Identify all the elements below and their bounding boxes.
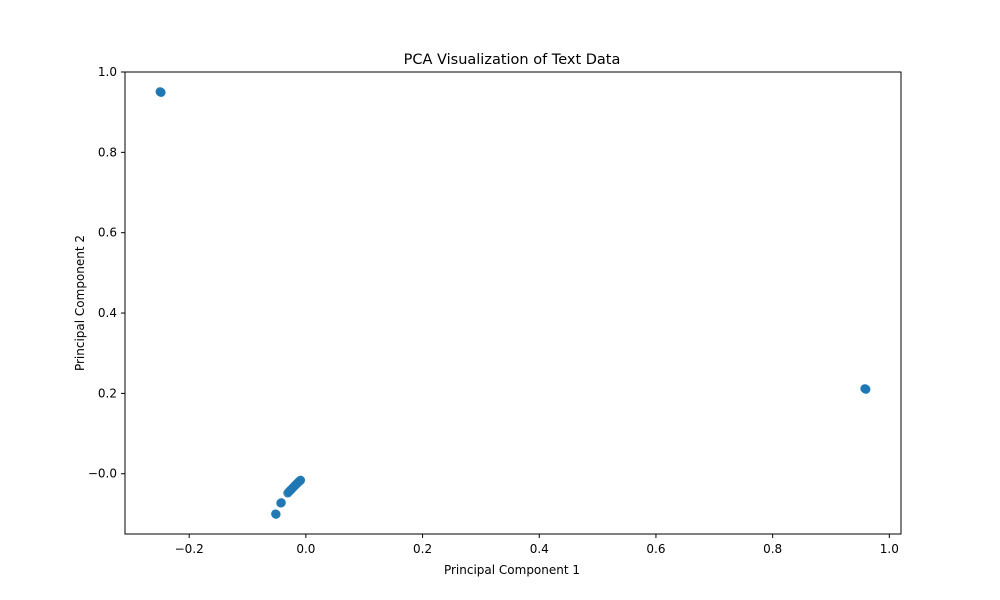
y-tick-label: 1.0 [98,65,117,79]
y-tick-label: 0.6 [98,226,117,240]
x-axis-ticks: −0.2 0.0 0.2 0.4 0.6 0.8 1.0 [175,534,899,556]
data-point [861,384,871,394]
x-tick-label: 0.0 [296,542,315,556]
y-tick-label: −0.0 [88,467,117,481]
y-axis-title: Principal Component 2 [73,235,87,371]
x-tick-label: −0.2 [175,542,204,556]
chart-title: PCA Visualization of Text Data [404,52,621,68]
x-tick-label: 0.6 [646,542,665,556]
plot-frame [124,71,902,535]
y-tick-label: 0.8 [98,145,117,159]
data-point [156,87,166,97]
y-axis-ticks: −0.0 0.2 0.4 0.6 0.8 1.0 [88,65,125,481]
x-tick-label: 0.2 [413,542,432,556]
x-tick-label: 0.4 [530,542,549,556]
y-tick-label: 0.2 [98,386,117,400]
x-tick-label: 1.0 [880,542,899,556]
data-point [296,475,306,485]
data-point [276,498,286,508]
x-tick-label: 0.8 [763,542,782,556]
y-tick-label: 0.4 [98,306,117,320]
data-point [271,509,281,519]
scatter-points [155,87,871,519]
x-axis-title: Principal Component 1 [444,563,580,577]
